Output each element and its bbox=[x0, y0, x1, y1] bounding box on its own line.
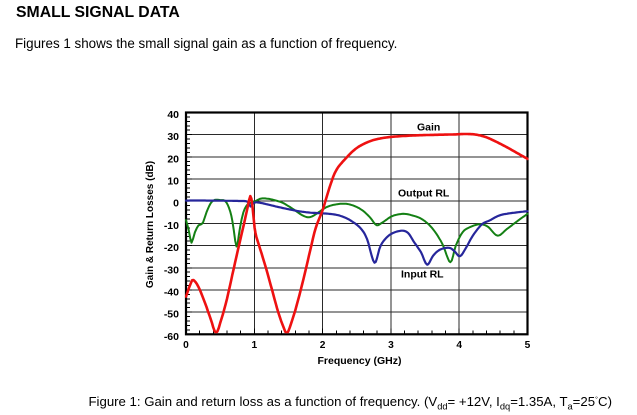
svg-text:Frequency (GHz): Frequency (GHz) bbox=[317, 355, 401, 367]
svg-text:-20: -20 bbox=[164, 242, 179, 254]
svg-text:3: 3 bbox=[388, 340, 394, 351]
svg-text:-10: -10 bbox=[164, 220, 179, 232]
svg-text:40: 40 bbox=[167, 109, 179, 121]
svg-text:0: 0 bbox=[173, 198, 179, 210]
svg-text:5: 5 bbox=[525, 340, 531, 351]
svg-text:-50: -50 bbox=[164, 309, 179, 321]
svg-text:4: 4 bbox=[456, 340, 462, 351]
svg-text:1: 1 bbox=[251, 340, 257, 351]
svg-text:2: 2 bbox=[320, 340, 326, 351]
svg-text:Gain: Gain bbox=[417, 122, 440, 134]
svg-text:-40: -40 bbox=[164, 286, 179, 298]
svg-text:Input RL: Input RL bbox=[401, 269, 444, 281]
svg-text:Output RL: Output RL bbox=[398, 188, 450, 200]
svg-text:-60: -60 bbox=[164, 331, 179, 343]
svg-text:-30: -30 bbox=[164, 264, 179, 276]
svg-text:0: 0 bbox=[183, 340, 189, 351]
svg-text:10: 10 bbox=[167, 176, 179, 188]
svg-text:20: 20 bbox=[167, 153, 179, 165]
svg-text:30: 30 bbox=[167, 131, 179, 143]
svg-text:Gain & Return Losses (dB): Gain & Return Losses (dB) bbox=[145, 161, 156, 288]
